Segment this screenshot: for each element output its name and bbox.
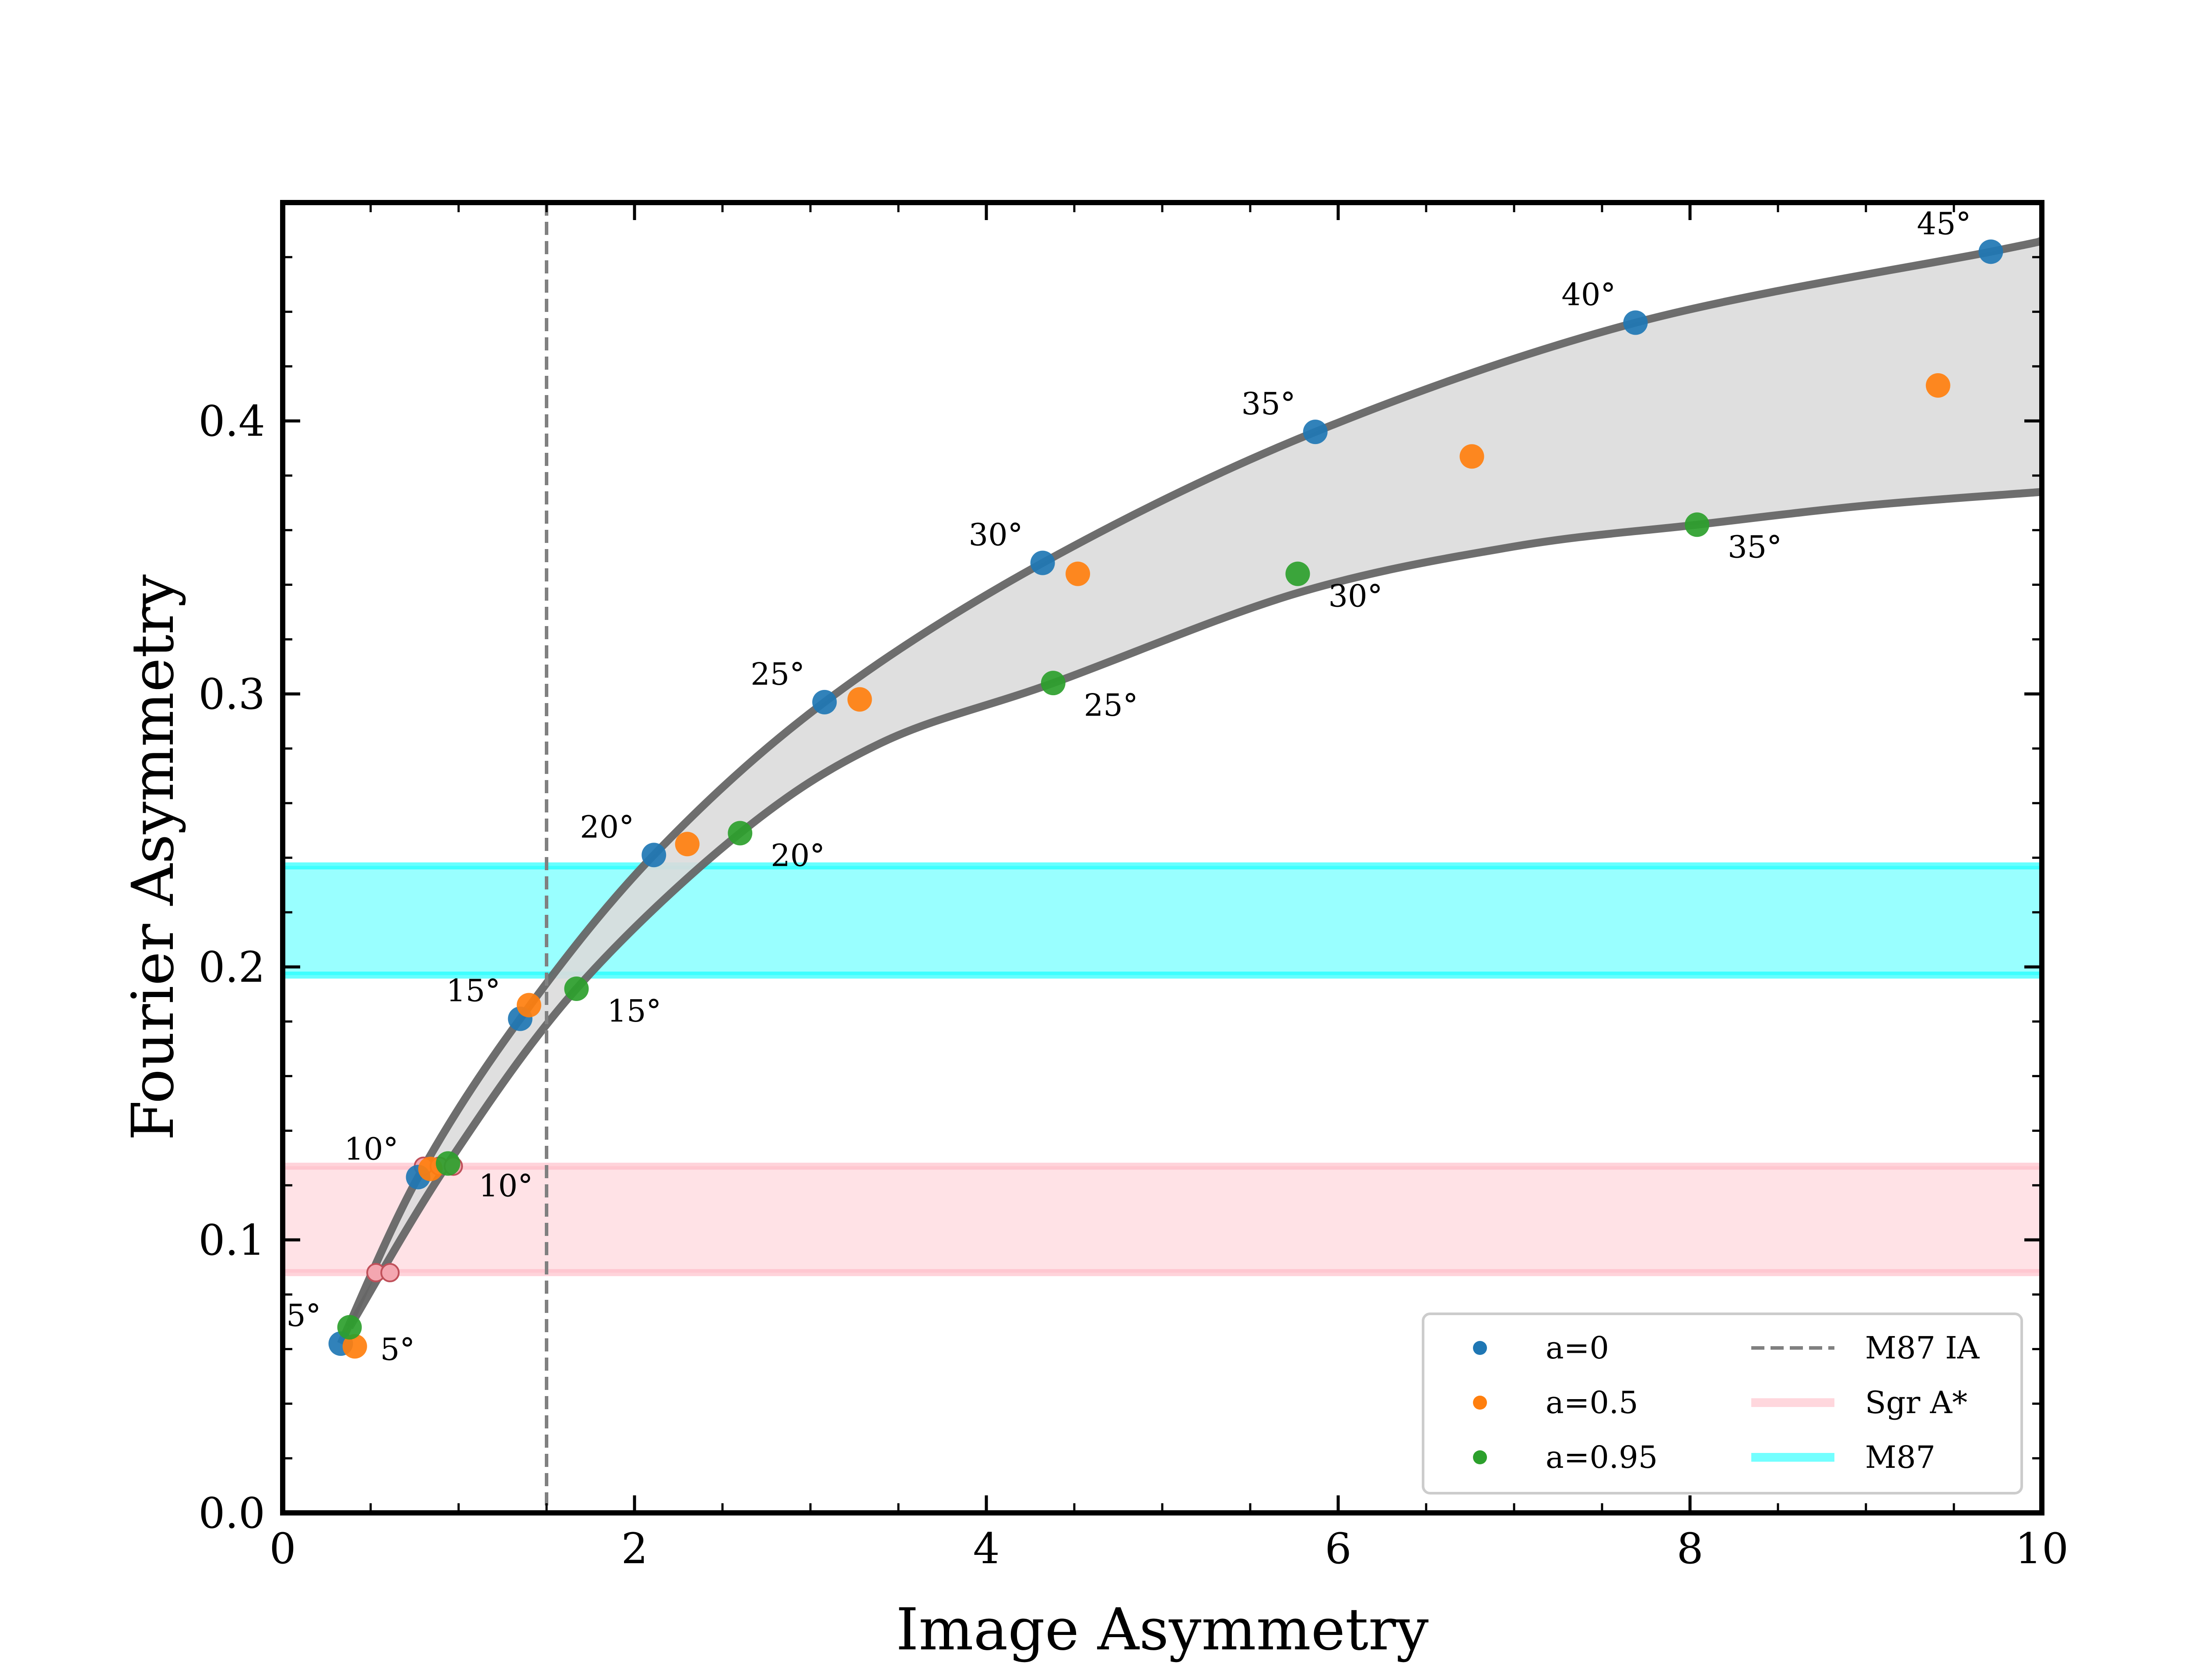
x-tick-label-0: 0 xyxy=(269,1524,296,1573)
points-layer xyxy=(328,239,2003,1359)
point-1-7 xyxy=(1925,373,1950,398)
plot-frame xyxy=(280,200,2044,1516)
x-tick-label-3: 6 xyxy=(1325,1524,1351,1573)
annotation-2-4: 25° xyxy=(1084,687,1138,723)
legend-label-2: a=0.95 xyxy=(1546,1439,1658,1475)
annotation-0-1: 10° xyxy=(344,1131,398,1167)
point-0-8 xyxy=(1978,239,2003,264)
y-tick-label-0: 0.0 xyxy=(198,1489,265,1538)
envelope-upper-curve xyxy=(337,237,2042,1345)
legend-label-0: a=0 xyxy=(1546,1330,1609,1366)
legend-label-band-1: M87 xyxy=(1865,1439,1936,1475)
annotation-0-3: 20° xyxy=(580,809,634,845)
point-0-5 xyxy=(1030,550,1055,575)
x-tick-label-2: 4 xyxy=(973,1524,999,1573)
annotation-0-2: 15° xyxy=(446,973,501,1009)
x-axis-label: Image Asymmetry xyxy=(896,1596,1429,1663)
annotation-2-3: 20° xyxy=(771,837,825,873)
y-tick-label-1: 0.1 xyxy=(198,1216,265,1265)
point-0-6 xyxy=(1303,420,1328,444)
ticks-layer xyxy=(281,203,2044,1515)
legend-label-1: a=0.5 xyxy=(1546,1385,1638,1421)
pink-marker-1 xyxy=(380,1263,400,1282)
legend-marker-0 xyxy=(1473,1341,1487,1355)
legend-box xyxy=(1422,1312,2023,1494)
y-tick-label-3: 0.3 xyxy=(198,670,265,719)
annotation-0-4: 25° xyxy=(750,656,805,692)
annotation-2-6: 35° xyxy=(1728,529,1782,565)
x-tick-label-5: 10 xyxy=(2015,1524,2069,1573)
point-2-1 xyxy=(435,1151,460,1176)
annotation-0-0: 5° xyxy=(286,1298,321,1334)
point-2-3 xyxy=(728,821,753,846)
point-2-5 xyxy=(1285,561,1310,586)
annotations-layer: 5° 10° 15° 20° 25° 30° 35° 40° 45° 5° 10° 15° 20° 25°… xyxy=(286,206,1971,1367)
x-tick-label-4: 8 xyxy=(1676,1524,1703,1573)
legend: a=0 a=0.5 a=0.95 M87 IA Sgr A* M87 xyxy=(1422,1312,2023,1494)
point-1-6 xyxy=(1459,444,1484,469)
y-axis-label: Fourier Asymmetry xyxy=(119,574,187,1141)
point-0-7 xyxy=(1623,310,1648,335)
point-1-2 xyxy=(516,993,541,1018)
legend-label-band-0: Sgr A* xyxy=(1865,1385,1967,1421)
y-tick-label-4: 0.4 xyxy=(198,397,265,446)
y-tick-label-2: 0.2 xyxy=(198,943,265,992)
point-0-4 xyxy=(812,690,837,714)
annotation-2-0: 5° xyxy=(380,1332,415,1368)
annotation-2-2: 15° xyxy=(607,993,661,1029)
tick-labels-layer: 0 2 4 6 8 10 0.0 0.1 0.2 0.3 0.4 xyxy=(198,397,2069,1573)
legend-label-vline: M87 IA xyxy=(1865,1330,1980,1366)
bands-layer xyxy=(283,862,2042,1276)
x-tick-label-1: 2 xyxy=(621,1524,648,1573)
band-fill-0 xyxy=(283,1166,2042,1273)
point-2-6 xyxy=(1685,512,1710,537)
annotation-0-6: 35° xyxy=(1241,386,1296,422)
legend-marker-1 xyxy=(1473,1396,1487,1410)
annotation-0-8: 45° xyxy=(1917,206,1971,242)
point-2-4 xyxy=(1041,671,1066,696)
point-2-2 xyxy=(564,976,589,1001)
annotation-2-5: 30° xyxy=(1329,578,1383,614)
point-1-3 xyxy=(675,832,700,857)
point-2-0 xyxy=(337,1315,362,1340)
point-1-0 xyxy=(342,1334,367,1359)
envelope-fill xyxy=(340,241,2042,1344)
annotation-2-1: 10° xyxy=(479,1168,533,1204)
point-1-4 xyxy=(847,687,872,712)
annotation-0-5: 30° xyxy=(969,517,1023,553)
point-1-5 xyxy=(1066,561,1090,586)
legend-marker-2 xyxy=(1473,1450,1487,1464)
annotation-0-7: 40° xyxy=(1561,277,1616,313)
point-0-3 xyxy=(642,843,666,868)
